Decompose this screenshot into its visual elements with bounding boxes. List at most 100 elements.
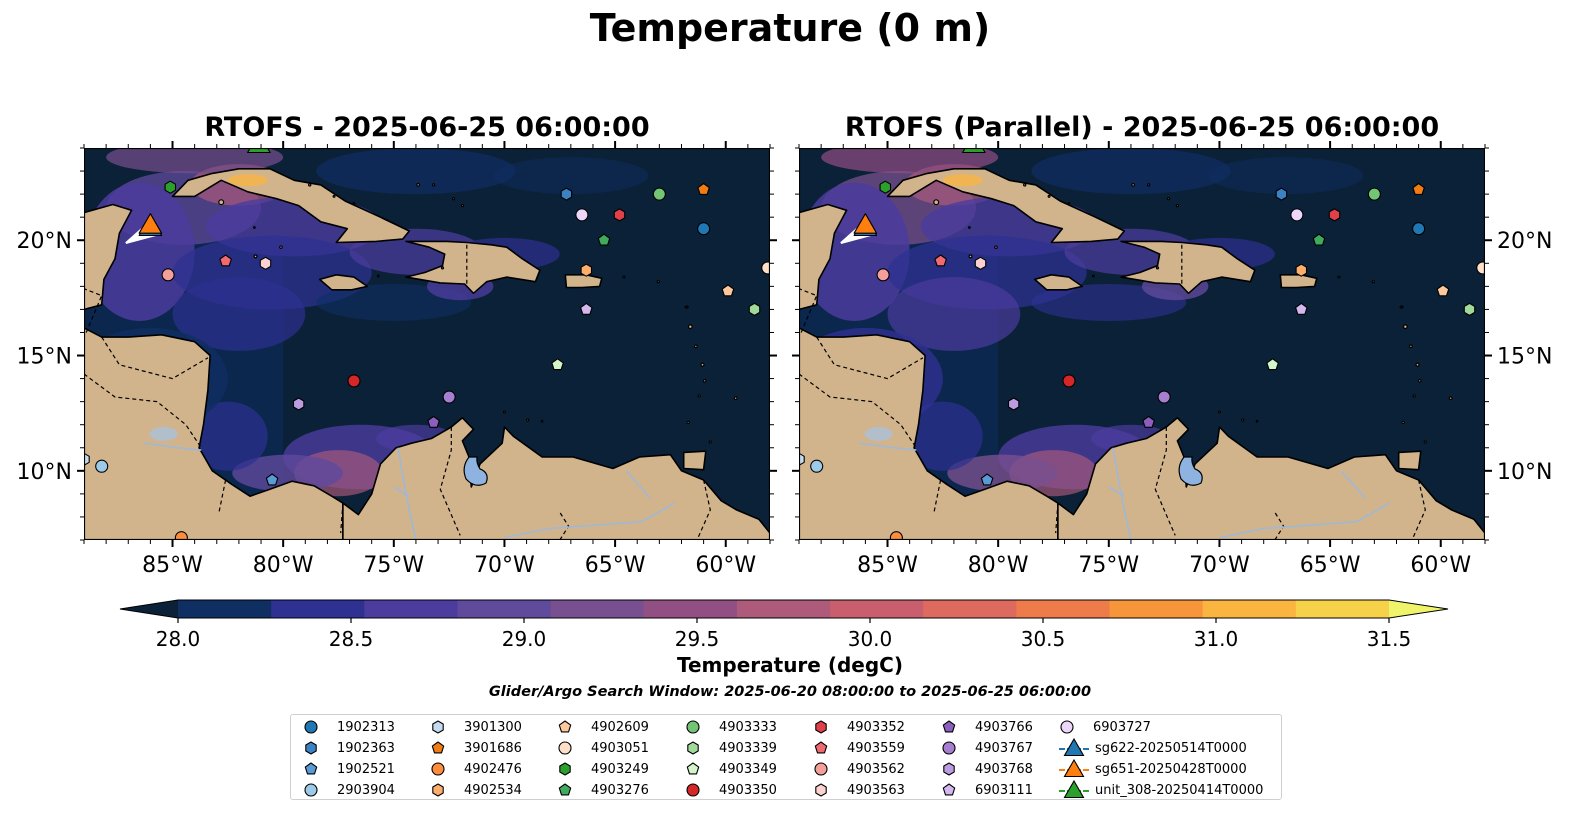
map-panel-rtofs [66, 119, 775, 547]
figure-title: Temperature (0 m) [589, 6, 991, 50]
lon-tick-label: 75°W [1078, 553, 1139, 578]
circle-marker-icon [304, 783, 318, 797]
legend-item: 4903349 [683, 759, 777, 779]
legend-item: sg622-20250514T0000 [1057, 737, 1247, 758]
legend-item: 4902476 [428, 759, 522, 779]
argo-float-4903767 [1157, 390, 1171, 404]
argo-float-4903249 [164, 180, 177, 194]
legend-item-label: 4902534 [464, 782, 522, 798]
argo-float-4903767 [442, 390, 456, 404]
legend-item: 2903904 [301, 780, 395, 800]
legend-item-label: 3901300 [464, 719, 522, 735]
argo-float-4902534 [580, 263, 593, 277]
legend-marker [431, 741, 445, 754]
pentagon-marker-icon [558, 783, 572, 796]
legend-item-label: 4902476 [464, 761, 522, 777]
land-hispaniola [405, 240, 541, 295]
argo-float-6903111 [580, 302, 593, 315]
land-central-america [83, 327, 344, 541]
land-cuba [171, 167, 411, 244]
circle-marker-icon [558, 741, 572, 755]
argo-float-4903352 [613, 208, 626, 222]
legend-marker [814, 741, 828, 754]
legend-marker [558, 783, 572, 796]
legend-marker [686, 720, 700, 734]
map-canvas [781, 119, 1490, 547]
colorbar-tick-label: 29.0 [502, 627, 547, 648]
legend-item-label: 4903350 [719, 782, 777, 798]
legend-item: 1902363 [301, 738, 395, 758]
colorbar-max-extend [1389, 600, 1448, 618]
colorbar-tick-label: 28.0 [156, 627, 201, 648]
argo-float-4903276 [1312, 233, 1326, 246]
legend-item-label: 4903339 [719, 740, 777, 756]
land-yucatan [798, 203, 848, 311]
legend-item-label: 1902521 [337, 761, 395, 777]
legend-item: 3901300 [428, 717, 522, 737]
legend-item-label: 4903276 [591, 782, 649, 798]
pentagon-marker-icon [942, 783, 956, 796]
colorbar-min-extend [120, 600, 178, 618]
legend-item: 4903766 [939, 717, 1033, 737]
legend-marker [942, 720, 956, 733]
argo-float-4902609 [721, 284, 735, 297]
legend-marker [687, 741, 699, 755]
legend-marker [558, 720, 572, 733]
legend-item: 1902521 [301, 759, 395, 779]
legend-item-label: 2903904 [337, 782, 395, 798]
argo-float-4903562 [161, 268, 175, 282]
argo-float-4903339 [1463, 302, 1476, 316]
land-trinidad [1397, 450, 1422, 471]
argo-float-4902609 [1436, 284, 1450, 297]
lon-tick-label: 80°W [253, 553, 314, 578]
argo-float-4902534 [1295, 263, 1308, 277]
map-canvas [66, 119, 775, 547]
legend-item: 4902609 [555, 717, 649, 737]
lon-tick-label: 85°W [142, 553, 203, 578]
argo-float-4903559 [219, 254, 232, 267]
legend-item-label: 4902609 [591, 719, 649, 735]
colorbar-tick-label: 30.5 [1021, 627, 1066, 648]
land-cuba [886, 167, 1126, 244]
legend-item: 4903767 [939, 738, 1033, 758]
land-jamaica [318, 274, 369, 291]
lon-tick-label: 85°W [857, 553, 918, 578]
land-jamaica [1033, 274, 1084, 291]
legend-item: 3901686 [428, 738, 522, 758]
glider-triangle-icon [1059, 758, 1089, 778]
argo-float-4903563 [974, 256, 987, 270]
argo-float-4903349 [1266, 358, 1279, 371]
legend-item-label: 4903562 [847, 761, 905, 777]
lat-tick-label: 10°N [17, 460, 72, 485]
circle-marker-icon [686, 720, 700, 734]
legend-item: 4903768 [939, 759, 1033, 779]
legend-item-label: 4903563 [847, 782, 905, 798]
lat-tick-label: 15°N [1497, 345, 1552, 370]
legend-item-label: 4903767 [975, 740, 1033, 756]
legend-marker [431, 762, 445, 776]
hexagon-marker-icon [687, 741, 699, 755]
circle-marker-icon [814, 762, 828, 776]
hexagon-marker-icon [305, 741, 317, 755]
lat-tick-label: 20°N [1497, 229, 1552, 254]
argo-float-4903276 [597, 233, 611, 246]
legend-item-label: 4903766 [975, 719, 1033, 735]
argo-float-1902313 [697, 222, 711, 236]
legend-item-label: 4903333 [719, 719, 777, 735]
legend-item: 6903727 [1057, 717, 1151, 737]
circle-marker-icon [686, 783, 700, 797]
argo-float-3901686 [1412, 182, 1425, 195]
legend-item-label: 4903249 [591, 761, 649, 777]
legend-marker [686, 762, 700, 775]
pentagon-marker-icon [686, 762, 700, 775]
argo-float-3901686 [697, 182, 710, 195]
hexagon-marker-icon [559, 762, 571, 776]
legend-marker [815, 720, 827, 734]
argo-float-2903904 [810, 459, 824, 473]
pentagon-marker-icon [942, 720, 956, 733]
legend-marker [943, 762, 955, 776]
argo-float-1902521 [265, 473, 279, 486]
land-trinidad [682, 450, 707, 471]
legend-item-label: unit_308-20250414T0000 [1095, 782, 1264, 798]
argo-float-4903768 [1007, 397, 1020, 411]
